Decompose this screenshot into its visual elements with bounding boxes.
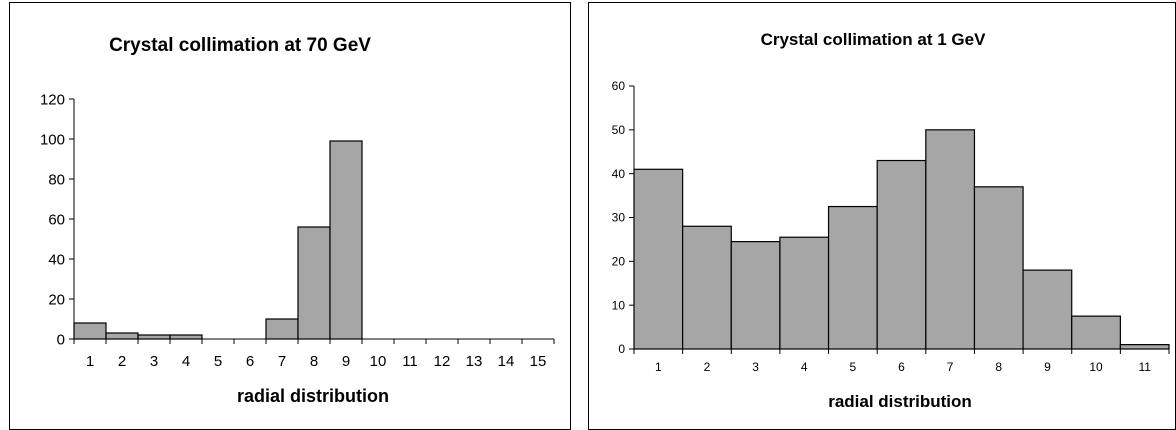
y-tick-label: 60 — [48, 211, 65, 228]
x-tick-label: 14 — [498, 353, 515, 370]
bar-8 — [973, 186, 1024, 350]
x-tick-label: 1 — [655, 360, 662, 374]
bar-8 — [297, 226, 331, 340]
plot-area: 0 10 20 30 40 50 60 1 2 3 4 5 6 7 8 9 10 11 — [612, 79, 1170, 374]
bar-4 — [169, 334, 203, 340]
x-tick-label: 4 — [182, 353, 190, 370]
x-axis-label: radial distribution — [828, 392, 972, 411]
x-tick-label: 8 — [995, 360, 1002, 374]
x-tick-label: 9 — [1044, 360, 1051, 374]
bar-1 — [633, 168, 684, 350]
bar-5 — [827, 205, 878, 350]
chart-70gev-panel: Crystal collimation at 70 GeV radial dis… — [9, 2, 571, 430]
x-tick-label: 5 — [850, 360, 857, 374]
x-axis-label: radial distribution — [237, 386, 389, 406]
bar-2 — [682, 225, 732, 350]
bar-9 — [1022, 269, 1073, 350]
x-tick-label: 6 — [246, 353, 254, 370]
x-tick-label: 7 — [278, 353, 286, 370]
x-tick-label: 3 — [150, 353, 158, 370]
bar-9 — [329, 140, 363, 340]
x-tick-label: 2 — [704, 360, 711, 374]
x-tick-label: 12 — [434, 353, 451, 370]
bar-11 — [1119, 344, 1170, 350]
x-tick-label: 6 — [898, 360, 905, 374]
y-tick-label: 40 — [612, 167, 626, 181]
bar-10 — [1071, 315, 1121, 350]
y-tick-label: 50 — [612, 123, 626, 137]
bar-4 — [779, 236, 830, 350]
bar-3 — [137, 334, 171, 340]
x-tick-label: 10 — [1089, 360, 1103, 374]
x-tick-label: 2 — [118, 353, 126, 370]
chart-1gev: Crystal collimation at 1 GeV radial dist… — [612, 30, 1170, 411]
y-tick-label: 100 — [40, 131, 65, 148]
chart-1gev-panel: Crystal collimation at 1 GeV radial dist… — [588, 2, 1176, 430]
chart-70gev: Crystal collimation at 70 GeV radial dis… — [40, 35, 555, 406]
x-tick-label: 7 — [947, 360, 954, 374]
y-tick-label: 40 — [48, 251, 65, 268]
x-tick-label: 8 — [310, 353, 318, 370]
x-tick-label: 11 — [1138, 360, 1151, 374]
chart-title: Crystal collimation at 70 GeV — [109, 35, 371, 56]
bar-7 — [925, 129, 976, 350]
bar-2 — [105, 332, 139, 340]
bar-6 — [876, 159, 927, 350]
y-tick-label: 60 — [612, 79, 626, 93]
x-tick-label: 3 — [752, 360, 759, 374]
x-tick-label: 11 — [402, 353, 418, 370]
y-tick-label: 30 — [612, 211, 626, 225]
x-tick-label: 9 — [342, 353, 350, 370]
chart-title: Crystal collimation at 1 GeV — [761, 30, 987, 49]
y-tick-label: 120 — [40, 91, 65, 108]
x-tick-label: 10 — [370, 353, 387, 370]
y-tick-label: 20 — [48, 291, 65, 308]
bar-3 — [730, 241, 781, 350]
bar-1 — [73, 322, 107, 340]
y-tick-label: 0 — [57, 331, 65, 348]
x-tick-label: 5 — [214, 353, 222, 370]
x-tick-label: 15 — [530, 353, 547, 370]
y-tick-label: 20 — [612, 255, 626, 269]
x-tick-label: 4 — [801, 360, 808, 374]
y-tick-label: 80 — [48, 171, 65, 188]
y-tick-label: 10 — [612, 298, 626, 312]
x-tick-label: 13 — [466, 353, 483, 370]
bar-7 — [265, 318, 299, 340]
y-tick-label: 0 — [618, 342, 625, 356]
x-tick-label: 1 — [86, 353, 94, 370]
